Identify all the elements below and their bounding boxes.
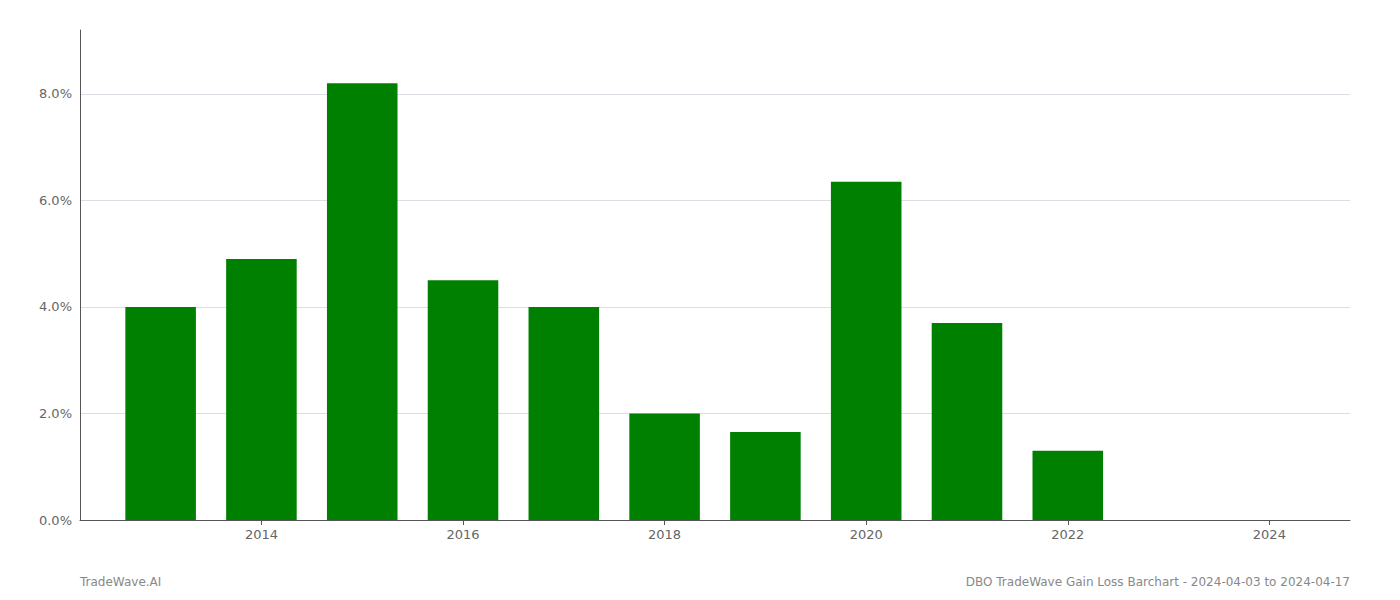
svg-text:0.0%: 0.0%	[39, 513, 72, 528]
svg-text:6.0%: 6.0%	[39, 193, 72, 208]
svg-text:2018: 2018	[648, 527, 681, 542]
svg-text:DBO TradeWave Gain Loss Barcha: DBO TradeWave Gain Loss Barchart - 2024-…	[966, 575, 1350, 589]
svg-text:TradeWave.AI: TradeWave.AI	[79, 575, 161, 589]
svg-text:2014: 2014	[245, 527, 278, 542]
svg-text:2022: 2022	[1051, 527, 1084, 542]
svg-text:2024: 2024	[1253, 527, 1286, 542]
svg-text:2020: 2020	[850, 527, 883, 542]
svg-text:2.0%: 2.0%	[39, 406, 72, 421]
svg-text:4.0%: 4.0%	[39, 299, 72, 314]
svg-text:2016: 2016	[446, 527, 479, 542]
svg-text:8.0%: 8.0%	[39, 86, 72, 101]
